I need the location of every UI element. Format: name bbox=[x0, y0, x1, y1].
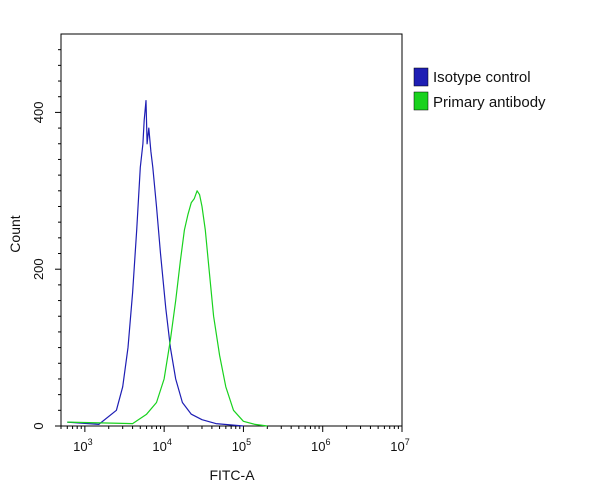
legend-label-isotype-control: Isotype control bbox=[433, 69, 531, 86]
x-tick-label: 106 bbox=[311, 437, 330, 454]
y-axis-ticks: 0 200 400 bbox=[31, 49, 61, 430]
x-tick-label: 103 bbox=[73, 437, 92, 454]
series-layer bbox=[67, 100, 268, 427]
y-tick-label: 400 bbox=[31, 102, 46, 124]
x-tick-label: 105 bbox=[232, 437, 251, 454]
legend-swatch-primary-antibody bbox=[413, 91, 429, 111]
legend: Isotype control Primary antibody bbox=[413, 67, 546, 111]
series-isotype-control-line bbox=[67, 100, 244, 427]
legend-swatch-isotype-control bbox=[413, 67, 429, 87]
y-tick-label: 200 bbox=[31, 258, 46, 280]
plot-frame bbox=[60, 33, 403, 427]
x-tick-label: 107 bbox=[390, 437, 409, 454]
y-tick-label: 0 bbox=[31, 422, 46, 429]
legend-label-primary-antibody: Primary antibody bbox=[433, 94, 546, 111]
y-axis-title: Count bbox=[7, 215, 23, 252]
x-axis-ticks: 103 104 105 106 107 bbox=[60, 426, 410, 454]
x-tick-label: 104 bbox=[152, 437, 171, 454]
x-axis-title: FITC-A bbox=[209, 467, 255, 483]
series-primary-antibody-line bbox=[67, 190, 268, 427]
